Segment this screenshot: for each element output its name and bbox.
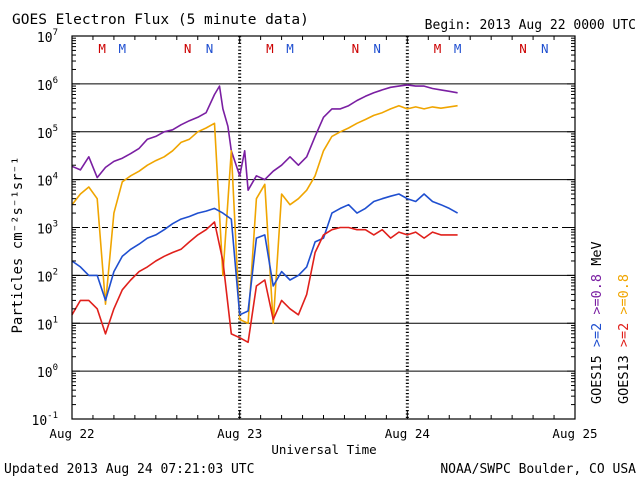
legend: GOES15 >=2 >=0.8 MeV GOES13 >=2 >=0.8 (589, 241, 632, 404)
y-tick-label: 103 (37, 220, 58, 238)
local-time-marker: M (434, 41, 442, 56)
y-tick-label: 106 (37, 76, 58, 94)
legend-entry: GOES15 >=2 >=0.8 MeV (589, 241, 605, 404)
x-tick-label: Aug 25 (552, 426, 597, 441)
y-tick-label: 107 (37, 28, 58, 46)
y-tick-label: 101 (37, 315, 58, 333)
begin-date: Begin: 2013 Aug 22 0000 UTC (425, 18, 636, 33)
series-layer (71, 84, 458, 344)
local-time-marker: N (541, 41, 549, 56)
y-tick-label: 105 (37, 124, 58, 142)
y-tick-label: 104 (37, 172, 58, 190)
series-line-2 (71, 104, 458, 325)
local-time-marker: N (184, 41, 192, 56)
credit-label: NOAA/SWPC Boulder, CO USA (440, 462, 636, 477)
series-line-3 (71, 193, 458, 316)
x-tick-label: Aug 24 (385, 426, 430, 441)
local-time-marker: M (454, 41, 462, 56)
y-axis-title: Particles cm⁻²s⁻¹sr⁻¹ (10, 156, 26, 333)
grid-layer (72, 36, 575, 419)
chart-title: GOES Electron Flux (5 minute data) (12, 12, 309, 28)
legend-entry: GOES13 >=2 >=0.8 (616, 274, 632, 404)
series-line-1 (71, 84, 458, 191)
local-time-marker: N (352, 41, 360, 56)
local-time-marker: N (519, 41, 527, 56)
x-tick-label: Aug 23 (217, 426, 262, 441)
updated-timestamp: Updated 2013 Aug 24 07:21:03 UTC (4, 462, 254, 477)
local-time-marker: M (98, 41, 106, 56)
y-tick-label: 100 (37, 363, 58, 381)
local-time-marker: N (373, 41, 381, 56)
y-tick-label: 102 (37, 267, 58, 285)
x-axis-title: Universal Time (271, 442, 376, 457)
local-time-marker: N (206, 41, 214, 56)
x-tick-label: Aug 22 (49, 426, 94, 441)
series-line-4 (71, 221, 458, 344)
local-time-marker: M (286, 41, 294, 56)
local-time-marker: M (119, 41, 127, 56)
y-tick-label: 10-1 (32, 411, 59, 429)
plot-frame (71, 35, 576, 420)
local-time-marker: M (266, 41, 274, 56)
